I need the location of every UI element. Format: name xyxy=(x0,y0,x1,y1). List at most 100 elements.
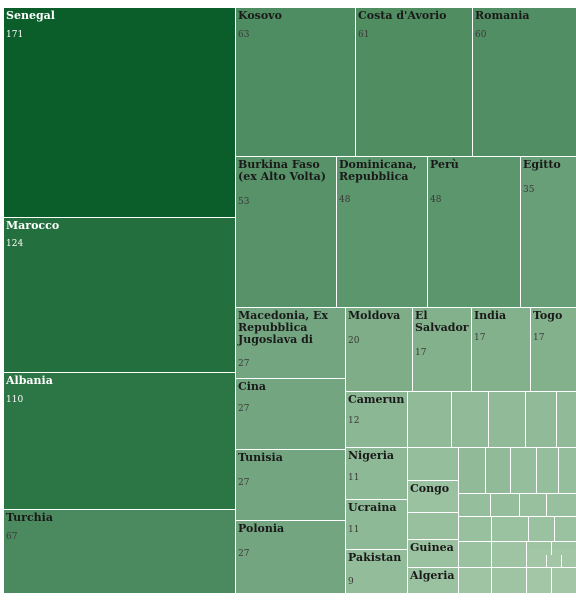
treemap-cell: Algeria xyxy=(408,568,459,594)
cell-label: Algeria xyxy=(410,569,455,582)
treemap-cell xyxy=(492,542,527,568)
treemap-cell xyxy=(537,448,559,494)
treemap-cell xyxy=(491,494,520,517)
treemap-cell: Camerun 12 xyxy=(346,392,408,448)
cell-label: Burkina Faso (ex Alto Volta) xyxy=(238,158,327,183)
treemap-cell: Polonia 27 xyxy=(236,521,346,594)
treemap-cell xyxy=(511,448,537,494)
treemap-cell xyxy=(529,517,555,542)
cell-value: 17 xyxy=(415,348,427,358)
cell-label: India xyxy=(474,309,507,322)
treemap-cell: Romania 60 xyxy=(473,8,576,157)
treemap-cell: India 17 xyxy=(472,308,531,392)
cell-label: Guinea xyxy=(410,541,454,554)
treemap-cell xyxy=(408,392,452,448)
treemap-cell xyxy=(486,448,511,494)
cell-value: 11 xyxy=(348,473,360,483)
treemap-cell: Turchia 67 xyxy=(4,510,236,594)
cell-label: Macedonia, Ex Repubblica Jugoslava di xyxy=(238,309,328,346)
cell-value: 17 xyxy=(533,333,545,343)
treemap-cell: Marocco 124 xyxy=(4,218,236,373)
treemap-cell: El Salvador 17 xyxy=(413,308,472,392)
cell-value: 67 xyxy=(6,532,18,542)
cell-value: 48 xyxy=(430,195,442,205)
cell-value: 63 xyxy=(238,30,250,40)
cell-value: 61 xyxy=(358,30,370,40)
cell-label: Senegal xyxy=(6,9,55,22)
treemap-cell: Macedonia, Ex Repubblica Jugoslava di 27 xyxy=(236,308,346,379)
treemap-cell xyxy=(557,392,576,448)
treemap-cell: Congo xyxy=(408,481,459,513)
cell-value: 60 xyxy=(475,30,487,40)
treemap-cell: Costa d'Avorio 61 xyxy=(356,8,473,157)
treemap-cell xyxy=(459,448,486,494)
cell-label: Kosovo xyxy=(238,9,282,22)
cell-value: 27 xyxy=(238,359,250,369)
treemap-cell: Albania 110 xyxy=(4,373,236,510)
treemap-cell xyxy=(459,517,492,542)
cell-label: Polonia xyxy=(238,522,285,535)
treemap-cell: Egitto 35 xyxy=(521,157,576,308)
treemap-cell: Pakistan 9 xyxy=(346,550,408,594)
treemap-cell: Kosovo 63 xyxy=(236,8,356,157)
treemap-cell xyxy=(492,568,527,594)
treemap-cell xyxy=(552,568,576,594)
cell-value: 20 xyxy=(348,336,360,346)
cell-value: 171 xyxy=(6,30,24,40)
treemap-cell: Dominicana, Repubblica 48 xyxy=(337,157,428,308)
treemap-cell: Guinea xyxy=(408,540,459,568)
cell-label: El Salvador xyxy=(415,309,469,334)
treemap-cell xyxy=(459,568,492,594)
cell-value: 48 xyxy=(339,195,351,205)
treemap-cell xyxy=(547,555,562,568)
cell-value: 110 xyxy=(6,395,24,405)
treemap-cell: Tunisia 27 xyxy=(236,450,346,521)
cell-label: Moldova xyxy=(348,309,401,322)
treemap-cell xyxy=(408,513,459,540)
cell-label: Nigeria xyxy=(348,449,395,462)
cell-value: 27 xyxy=(238,404,250,414)
cell-value: 17 xyxy=(474,333,486,343)
cell-label: Cina xyxy=(238,380,267,393)
treemap-cell xyxy=(459,542,492,568)
treemap-cell: Cina 27 xyxy=(236,379,346,450)
cell-value: 124 xyxy=(6,239,24,249)
treemap-cell: Nigeria 11 xyxy=(346,448,408,500)
cell-label: Ucraina xyxy=(348,501,397,514)
treemap-cell xyxy=(489,392,526,448)
cell-label: Costa d'Avorio xyxy=(358,9,447,22)
cell-label: Turchia xyxy=(6,511,53,524)
treemap-cell xyxy=(526,392,557,448)
treemap-cell xyxy=(408,448,459,481)
treemap-cell: Togo 17 xyxy=(531,308,576,392)
cell-label: Perù xyxy=(430,158,459,171)
treemap-cell xyxy=(559,448,576,494)
cell-value: 12 xyxy=(348,416,360,426)
treemap-cell xyxy=(527,555,547,568)
cell-label: Marocco xyxy=(6,219,60,232)
cell-label: Albania xyxy=(6,374,53,387)
cell-label: Romania xyxy=(475,9,530,22)
cell-value: 35 xyxy=(523,185,535,195)
cell-value: 27 xyxy=(238,549,250,559)
treemap-cell xyxy=(527,568,552,594)
treemap-cell: Ucraina 11 xyxy=(346,500,408,550)
treemap-cell xyxy=(492,517,529,542)
treemap-cell: Moldova 20 xyxy=(346,308,413,392)
treemap-cell xyxy=(459,494,491,517)
cell-value: 9 xyxy=(348,577,354,587)
cell-value: 53 xyxy=(238,197,250,207)
treemap-cell xyxy=(555,517,576,542)
treemap-cell xyxy=(520,494,547,517)
treemap-cell: Senegal 171 xyxy=(4,8,236,218)
cell-label: Tunisia xyxy=(238,451,283,464)
cell-label: Congo xyxy=(410,482,450,495)
cell-label: Togo xyxy=(533,309,563,322)
cell-label: Egitto xyxy=(523,158,561,171)
treemap-cell xyxy=(562,555,576,568)
cell-value: 11 xyxy=(348,525,360,535)
treemap-cell xyxy=(452,392,489,448)
cell-label: Dominicana, Repubblica xyxy=(339,158,417,183)
cell-label: Camerun xyxy=(348,393,405,406)
